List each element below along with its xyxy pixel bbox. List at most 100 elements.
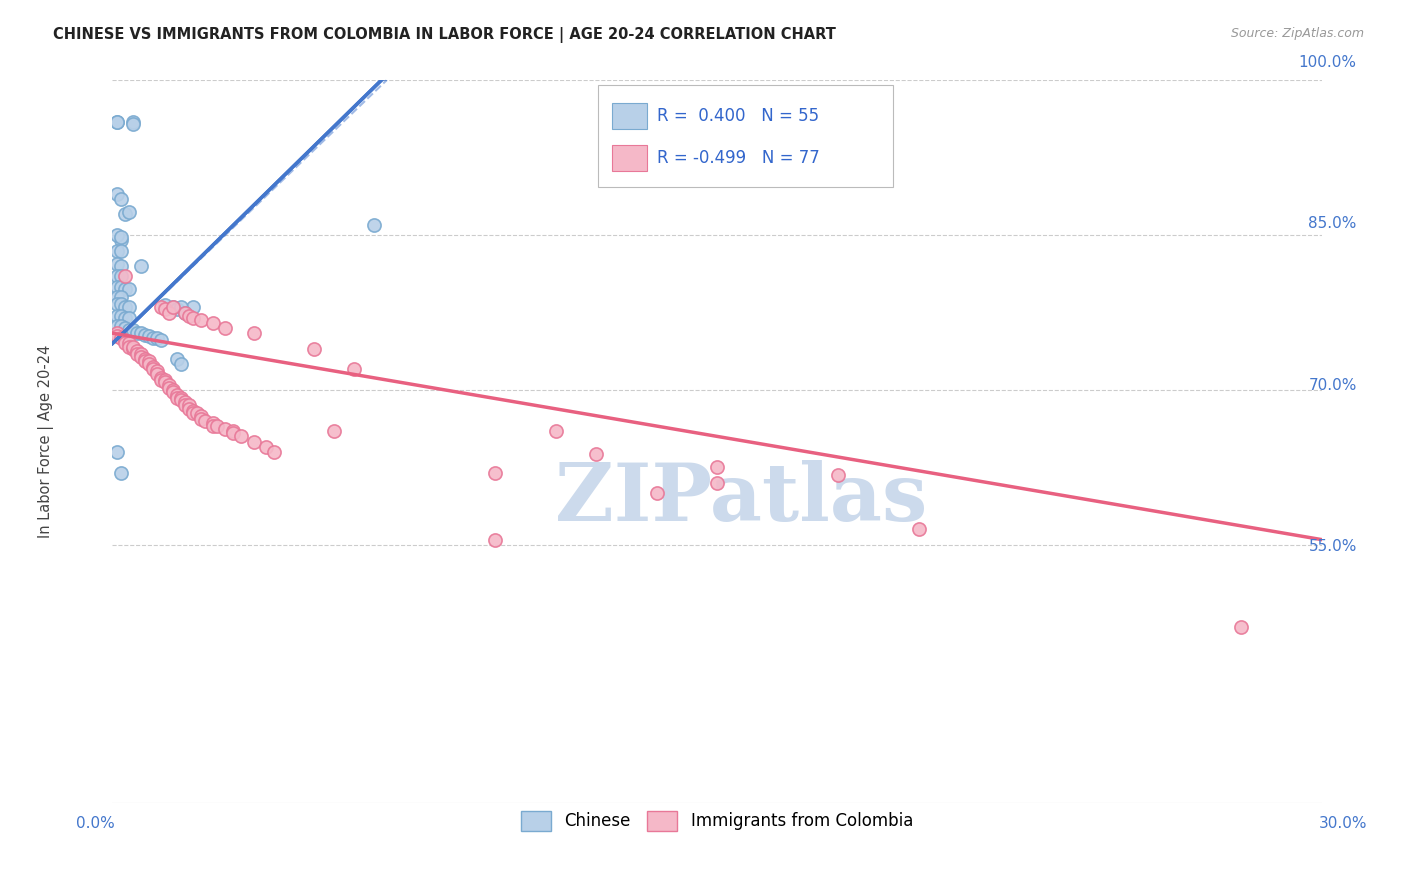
Point bbox=[153, 298, 176, 312]
Point bbox=[484, 533, 506, 547]
Point bbox=[129, 350, 152, 364]
Point bbox=[162, 301, 184, 315]
Point bbox=[110, 331, 132, 345]
Point bbox=[202, 316, 225, 330]
Point bbox=[907, 522, 929, 536]
Point bbox=[134, 354, 156, 368]
Point bbox=[105, 309, 128, 323]
Point bbox=[105, 244, 128, 258]
Point bbox=[134, 351, 156, 366]
Point bbox=[149, 373, 172, 387]
Point bbox=[254, 440, 277, 454]
Point bbox=[105, 114, 128, 128]
Point bbox=[194, 414, 217, 428]
Point bbox=[121, 340, 143, 354]
Point bbox=[105, 445, 128, 459]
Point bbox=[242, 434, 264, 449]
Point bbox=[114, 301, 136, 315]
Point bbox=[174, 395, 197, 409]
Point bbox=[125, 343, 148, 358]
Text: 70.0%: 70.0% bbox=[1309, 378, 1357, 393]
Point bbox=[105, 186, 128, 201]
Point bbox=[231, 429, 253, 443]
Point bbox=[1230, 620, 1253, 634]
Point bbox=[125, 326, 148, 340]
Point bbox=[174, 305, 197, 319]
Text: ZIPatlas: ZIPatlas bbox=[555, 460, 928, 539]
Point bbox=[114, 269, 136, 284]
Point bbox=[363, 218, 385, 232]
Point bbox=[110, 309, 132, 323]
Point bbox=[157, 377, 180, 392]
Point bbox=[105, 326, 128, 340]
Point bbox=[105, 269, 128, 284]
Point bbox=[214, 422, 236, 436]
Text: 85.0%: 85.0% bbox=[1309, 217, 1357, 231]
Point bbox=[177, 309, 200, 323]
Point bbox=[153, 375, 176, 389]
Point bbox=[174, 305, 197, 319]
Point bbox=[222, 424, 245, 438]
Point bbox=[214, 321, 236, 335]
Point bbox=[138, 357, 160, 371]
Point bbox=[153, 373, 176, 387]
Point bbox=[110, 466, 132, 480]
Point bbox=[117, 301, 139, 315]
Point bbox=[146, 331, 169, 345]
Point bbox=[105, 318, 128, 333]
Point bbox=[125, 347, 148, 361]
Text: Source: ZipAtlas.com: Source: ZipAtlas.com bbox=[1230, 27, 1364, 40]
Point bbox=[174, 398, 197, 412]
Text: 100.0%: 100.0% bbox=[1299, 55, 1357, 70]
Point bbox=[142, 362, 165, 376]
Point bbox=[181, 310, 204, 325]
Text: R = -0.499   N = 77: R = -0.499 N = 77 bbox=[657, 149, 820, 167]
Point bbox=[110, 318, 132, 333]
Point bbox=[170, 301, 193, 315]
Point bbox=[110, 279, 132, 293]
Point bbox=[166, 388, 188, 402]
Point bbox=[645, 486, 668, 500]
Text: CHINESE VS IMMIGRANTS FROM COLOMBIA IN LABOR FORCE | AGE 20-24 CORRELATION CHART: CHINESE VS IMMIGRANTS FROM COLOMBIA IN L… bbox=[53, 27, 837, 43]
Point bbox=[149, 370, 172, 384]
Point bbox=[110, 192, 132, 206]
Point bbox=[105, 114, 128, 128]
Point bbox=[263, 445, 285, 459]
Point bbox=[186, 406, 208, 420]
Point bbox=[177, 398, 200, 412]
Point bbox=[484, 466, 506, 480]
Point bbox=[117, 323, 139, 337]
Point bbox=[207, 419, 229, 434]
Point bbox=[585, 447, 607, 461]
Point bbox=[110, 259, 132, 273]
Point bbox=[181, 406, 204, 420]
Point bbox=[121, 323, 143, 337]
Point bbox=[149, 334, 172, 348]
Point bbox=[117, 205, 139, 219]
Point bbox=[138, 354, 160, 368]
Point bbox=[149, 301, 172, 315]
Point bbox=[170, 391, 193, 405]
Point bbox=[162, 301, 184, 315]
Point bbox=[166, 351, 188, 366]
Point bbox=[117, 336, 139, 351]
Point bbox=[177, 401, 200, 416]
Point bbox=[827, 467, 849, 482]
Point bbox=[114, 310, 136, 325]
Point bbox=[117, 310, 139, 325]
Point bbox=[110, 233, 132, 247]
Point bbox=[138, 329, 160, 343]
Point bbox=[157, 305, 180, 319]
Point bbox=[114, 334, 136, 348]
Point bbox=[343, 362, 366, 376]
Point bbox=[181, 301, 204, 315]
Text: 0.0%: 0.0% bbox=[76, 816, 115, 831]
Point bbox=[134, 328, 156, 343]
Point bbox=[222, 426, 245, 441]
Text: 55.0%: 55.0% bbox=[1309, 540, 1357, 555]
Point bbox=[166, 302, 188, 317]
Point bbox=[114, 207, 136, 221]
Point bbox=[114, 321, 136, 335]
Text: R =  0.400   N = 55: R = 0.400 N = 55 bbox=[657, 107, 818, 125]
Point bbox=[117, 282, 139, 296]
